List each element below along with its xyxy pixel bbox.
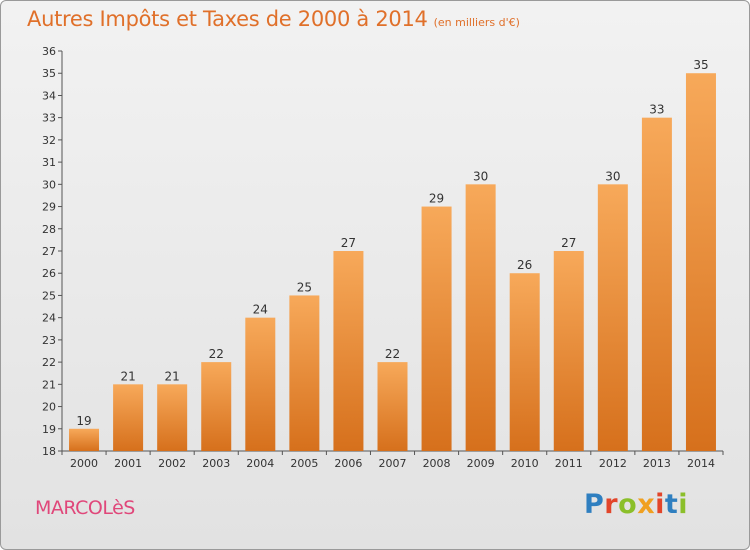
x-tick-label: 2011 (555, 457, 583, 470)
bars (69, 73, 716, 452)
y-tick-label: 30 (42, 178, 56, 191)
bar (641, 117, 672, 452)
y-tick-label: 18 (42, 445, 56, 458)
bar (201, 362, 232, 451)
logo-letter: x (637, 489, 656, 520)
x-tick-label: 2003 (202, 457, 230, 470)
data-label: 33 (649, 103, 664, 117)
x-tick-label: 2013 (643, 457, 671, 470)
x-tick-label: 2008 (423, 457, 451, 470)
y-tick-label: 35 (42, 67, 56, 80)
y-tick-label: 34 (42, 89, 56, 102)
x-tick-label: 2009 (467, 457, 495, 470)
data-label: 26 (517, 258, 532, 272)
bar (421, 206, 452, 451)
x-tick-label: 2005 (290, 457, 318, 470)
data-label: 19 (76, 414, 91, 428)
x-tick-label: 2010 (511, 457, 539, 470)
bar (685, 73, 716, 451)
logo-letter: r (604, 489, 619, 520)
bar (69, 428, 100, 451)
chart-subtitle: (en milliers d'€) (433, 16, 520, 29)
axes: 18 19 20 21 22 23 24 25 26 27 28 29 30 31 32 33 34 35 36 20… (42, 45, 724, 470)
logo-letter: o (618, 489, 638, 520)
y-tick-label: 26 (42, 267, 56, 280)
bar (245, 317, 276, 451)
y-tick-label: 36 (42, 45, 56, 58)
chart-title: Autres Impôts et Taxes de 2000 à 2014 (en… (27, 7, 520, 31)
x-tick-label: 2001 (114, 457, 142, 470)
y-tick-label: 32 (42, 134, 56, 147)
data-label: 22 (385, 347, 400, 361)
y-tick-label: 31 (42, 156, 56, 169)
data-label: 30 (605, 169, 620, 183)
y-tick-label: 25 (42, 289, 56, 302)
proxiti-logo: Proxiti (584, 489, 688, 520)
x-tick-label: 2002 (158, 457, 186, 470)
data-label: 25 (297, 280, 312, 294)
data-label: 27 (561, 236, 576, 250)
x-tick-label: 2006 (334, 457, 362, 470)
x-tick-label: 2000 (70, 457, 98, 470)
bar (509, 273, 540, 451)
data-label: 35 (693, 58, 708, 72)
y-tick-label: 29 (42, 201, 56, 214)
bar (113, 384, 144, 451)
logo-letter: i (655, 489, 665, 520)
x-tick-label: 2012 (599, 457, 627, 470)
data-label: 27 (341, 236, 356, 250)
bar (333, 251, 364, 451)
bar (289, 295, 320, 451)
bar (377, 362, 408, 451)
chart-title-text: Autres Impôts et Taxes de 2000 à 2014 (27, 7, 428, 31)
commune-name: MARCOLèS (35, 497, 135, 519)
data-label: 22 (209, 347, 224, 361)
y-tick-label: 33 (42, 112, 56, 125)
y-tick-label: 19 (42, 423, 56, 436)
logo-letter: i (678, 489, 689, 520)
y-tick-label: 23 (42, 334, 56, 347)
bar (553, 251, 584, 451)
y-tick-label: 21 (42, 378, 56, 391)
y-tick-label: 27 (42, 245, 56, 258)
bar (597, 184, 628, 452)
bar (157, 384, 188, 451)
y-tick-label: 20 (42, 401, 56, 414)
x-tick-label: 2004 (246, 457, 274, 470)
logo-letter: t (664, 489, 679, 520)
data-label: 30 (473, 169, 488, 183)
data-label: 24 (253, 303, 268, 317)
logo-letter: P (584, 489, 605, 520)
y-tick-label: 22 (42, 356, 56, 369)
x-tick-label: 2014 (687, 457, 715, 470)
value-labels: 19 21 21 22 24 25 27 22 29 30 26 27 30 33 35 (76, 58, 708, 428)
x-tick-label: 2007 (379, 457, 407, 470)
y-tick-label: 28 (42, 223, 56, 236)
bar (465, 184, 496, 452)
data-label: 21 (165, 369, 180, 383)
data-label: 29 (429, 192, 444, 206)
data-label: 21 (120, 369, 135, 383)
y-tick-label: 24 (42, 312, 56, 325)
